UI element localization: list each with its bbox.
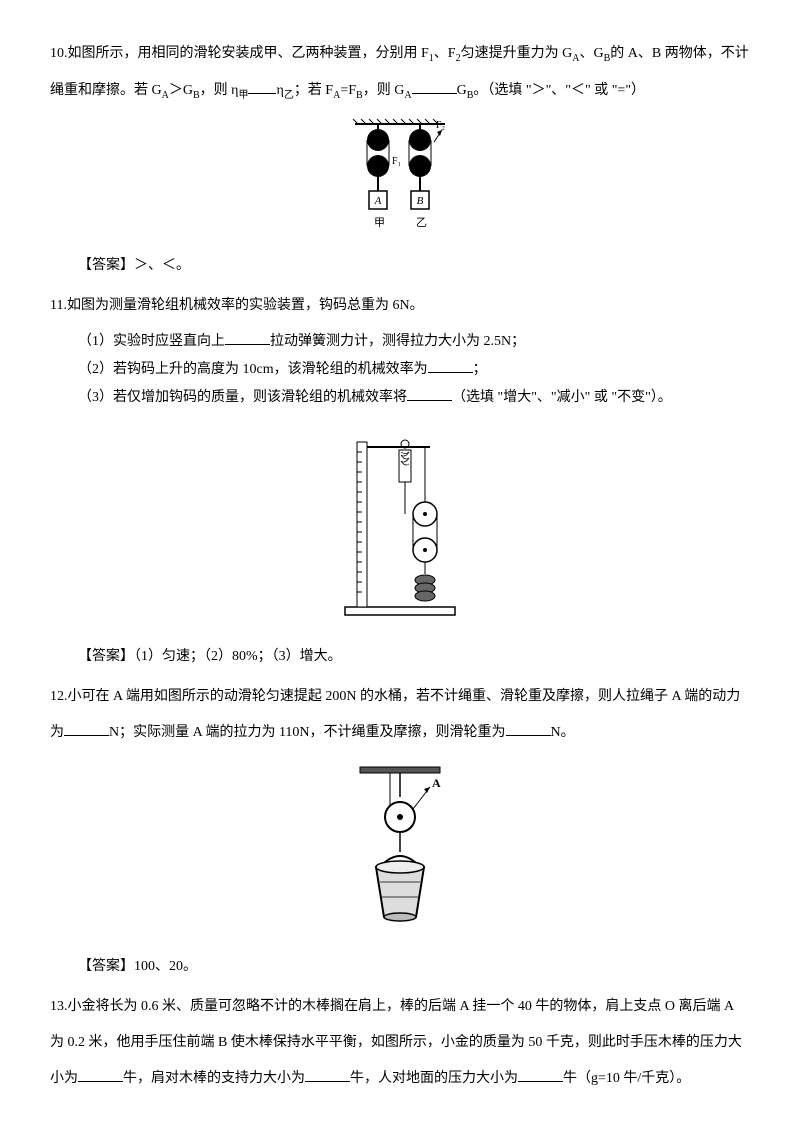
svg-text:A: A — [374, 195, 382, 207]
blank-12-2 — [506, 721, 551, 736]
blank-11-1 — [225, 330, 270, 345]
figure-11 — [50, 422, 750, 633]
answer-11: 【答案】（1）匀速；（2）80%；（3）增大。 — [50, 643, 750, 671]
q13-text1: 小金将长为 0.6 米、质量可忽略不计的木棒搁在肩上，棒的后端 A 挂一个 40… — [68, 999, 735, 1014]
pulley-ab-icon: A F₁ 甲 B F₂ 乙 — [350, 116, 450, 231]
question-13-line2: 为 0.2 米，他用手压住前端 B 使木棒保持水平平衡，如图所示，小金的质量为 … — [50, 1029, 750, 1057]
q11-number: 11. — [50, 298, 67, 313]
figure-10: A F₁ 甲 B F₂ 乙 — [50, 116, 750, 242]
answer-label: 【答案】 — [78, 649, 134, 664]
svg-text:甲: 甲 — [374, 217, 385, 229]
blank-10-2 — [412, 79, 457, 94]
question-13-line3: 小为牛，肩对木棒的支持力大小为牛，人对地面的压力大小为牛（g=10 牛/千克）。 — [50, 1065, 750, 1093]
question-13: 13.小金将长为 0.6 米、质量可忽略不计的木棒搁在肩上，棒的后端 A 挂一个… — [50, 993, 750, 1021]
blank-13-1 — [78, 1067, 123, 1082]
q12-text1: 小可在 A 端用如图所示的动滑轮匀速提起 200N 的水桶，若不计绳重、滑轮重及… — [68, 689, 741, 704]
svg-text:A: A — [432, 776, 441, 790]
q13-number: 13. — [50, 999, 68, 1014]
answer-label: 【答案】 — [78, 258, 134, 273]
answer-text: （1）匀速；（2）80%；（3）增大。 — [134, 649, 342, 664]
question-10-line2: 绳重和摩擦。若 GA＞GB，则 η甲η乙；若 FA=FB，则 GAGB。（选填 … — [50, 77, 750, 106]
question-10: 10.如图所示，用相同的滑轮安装成甲、乙两种装置，分别用 F1、F2匀速提升重力… — [50, 40, 750, 69]
question-12: 12.小可在 A 端用如图所示的动滑轮匀速提起 200N 的水桶，若不计绳重、滑… — [50, 683, 750, 711]
svg-text:F₂: F₂ — [436, 120, 445, 131]
q12-number: 12. — [50, 689, 68, 704]
q10-text: 如图所示，用相同的滑轮安装成甲、乙两种装置，分别用 F1、F2匀速提升重力为 G… — [68, 46, 749, 61]
blank-12-1 — [64, 721, 109, 736]
answer-10: 【答案】＞、＜。 — [50, 252, 750, 280]
q10-number: 10. — [50, 46, 68, 61]
answer-12: 【答案】100、20。 — [50, 953, 750, 981]
q11-sub1: （1）实验时应竖直向上拉动弹簧测力计，测得拉力大小为 2.5N； — [50, 328, 750, 356]
blank-13-2 — [305, 1067, 350, 1082]
figure-12: A — [50, 757, 750, 943]
q11-sub3: （3）若仅增加钩码的质量，则该滑轮组的机械效率将（选填 "增大"、"减小" 或 … — [50, 384, 750, 412]
svg-text:乙: 乙 — [416, 216, 427, 229]
q11-text: 如图为测量滑轮组机械效率的实验装置，钩码总重为 6N。 — [67, 298, 424, 313]
blank-11-3 — [407, 386, 452, 401]
blank-10-1 — [248, 79, 276, 94]
blank-13-3 — [518, 1067, 563, 1082]
question-12-line2: 为N；实际测量 A 端的拉力为 110N，不计绳重及摩擦，则滑轮重为N。 — [50, 719, 750, 747]
blank-11-2 — [428, 358, 473, 373]
answer-text: 100、20。 — [134, 959, 197, 974]
answer-label: 【答案】 — [78, 959, 134, 974]
svg-text:B: B — [417, 195, 424, 207]
spring-scale-pulley-icon — [335, 422, 465, 622]
svg-text:F₁: F₁ — [392, 156, 401, 167]
answer-text: ＞、＜。 — [134, 258, 190, 273]
q11-sub2: （2）若钩码上升的高度为 10cm，该滑轮组的机械效率为； — [50, 356, 750, 384]
question-11: 11.如图为测量滑轮组机械效率的实验装置，钩码总重为 6N。 — [50, 292, 750, 320]
bucket-pulley-icon: A — [340, 757, 460, 932]
